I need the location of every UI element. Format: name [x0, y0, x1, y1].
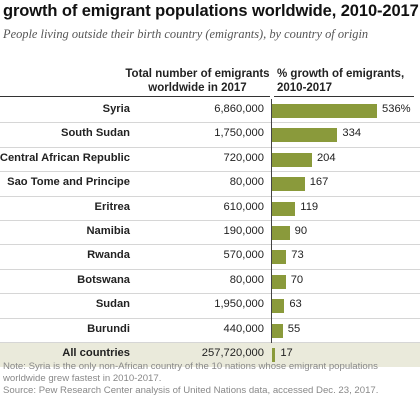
- growth-bar: [272, 177, 305, 192]
- table-row: Burundi 440,000 55: [0, 319, 420, 343]
- source-note: Source: Pew Research Center analysis of …: [3, 385, 379, 396]
- chart-title: growth of emigrant populations worldwide…: [3, 2, 419, 20]
- growth-bar: [272, 225, 290, 240]
- category-label: Sao Tome and Principe: [7, 176, 130, 189]
- growth-value-label: 63: [289, 298, 302, 311]
- chart-rows: Syria 6,860,000 536% South Sudan 1,750,000 33…: [0, 99, 420, 368]
- column-header-total-line2: worldwide in 2017: [148, 82, 247, 94]
- table-row: South Sudan 1,750,000 334: [0, 123, 420, 148]
- growth-value-label: 119: [300, 200, 319, 213]
- table-row: Rwanda 570,000 73: [0, 245, 420, 270]
- table-row: Syria 6,860,000 536%: [0, 99, 420, 124]
- growth-value-label: 55: [287, 322, 301, 335]
- growth-bar: [272, 250, 287, 265]
- growth-bar: [272, 201, 296, 216]
- column-header-growth-line2: 2010-2017: [277, 82, 332, 94]
- growth-bar: [272, 104, 377, 118]
- growth-value-label: 204: [316, 151, 336, 164]
- category-label: South Sudan: [61, 127, 130, 140]
- growth-bar: [272, 128, 338, 143]
- header-rule-right: [274, 96, 414, 97]
- category-label: All countries: [62, 346, 130, 359]
- table-row: Botswana 80,000 70: [0, 270, 420, 295]
- growth-bar: [272, 299, 285, 314]
- category-label: Syria: [102, 103, 130, 115]
- growth-value-label: 17: [280, 346, 293, 359]
- emigrant-count: 1,750,000: [214, 127, 264, 140]
- emigrant-count: 570,000: [223, 249, 264, 262]
- category-label: Botswana: [77, 273, 130, 286]
- emigrant-count: 440,000: [223, 322, 264, 335]
- category-label: Central African Republic: [0, 151, 130, 164]
- bar-axis-line: [271, 99, 272, 343]
- growth-value-label: 70: [290, 273, 304, 286]
- growth-bar: [272, 274, 286, 289]
- category-label: Sudan: [95, 298, 130, 311]
- table-row: Eritrea 610,000 119: [0, 197, 420, 221]
- category-label: Eritrea: [94, 200, 130, 213]
- column-header-total-line1: Total number of emigrants: [125, 68, 270, 80]
- emigrant-count: 190,000: [223, 224, 264, 237]
- emigrant-count: 6,860,000: [214, 103, 264, 115]
- table-row: Sudan 1,950,000 63: [0, 294, 420, 319]
- table-row: All countries 257,720,000 17: [0, 342, 420, 368]
- category-label: Burundi: [87, 322, 130, 335]
- emigrant-count: 257,720,000: [201, 346, 264, 359]
- emigrant-count: 1,950,000: [214, 298, 264, 311]
- table-row: Central African Republic 720,000 204: [0, 148, 420, 173]
- table-row: Namibia 190,000 90: [0, 221, 420, 246]
- emigrant-count: 720,000: [223, 151, 264, 164]
- growth-value-label: 167: [309, 176, 329, 189]
- column-header-total-emigrants: Total number of emigrants worldwide in 2…: [120, 67, 275, 95]
- growth-value-label: 90: [294, 224, 308, 237]
- growth-value-label: 536%: [382, 103, 411, 115]
- growth-bar: [272, 323, 283, 338]
- emigrant-count: 80,000: [229, 176, 264, 189]
- footnote: Note: Syria is the only non-African coun…: [3, 361, 378, 384]
- chart-subtitle: People living outside their birth countr…: [3, 27, 369, 41]
- emigrant-count: 80,000: [229, 273, 264, 286]
- column-header-growth: % growth of emigrants, 2010-2017: [277, 67, 417, 95]
- category-label: Namibia: [86, 224, 130, 237]
- growth-bar: [272, 152, 312, 167]
- emigrant-count: 610,000: [223, 200, 264, 213]
- header-rule-left: [0, 96, 270, 97]
- growth-value-label: 73: [291, 249, 304, 262]
- column-header-growth-line1: % growth of emigrants,: [277, 68, 405, 80]
- growth-value-label: 334: [342, 127, 362, 140]
- growth-bar: [272, 347, 276, 362]
- table-row: Sao Tome and Principe 80,000 167: [0, 172, 420, 197]
- category-label: Rwanda: [87, 249, 130, 262]
